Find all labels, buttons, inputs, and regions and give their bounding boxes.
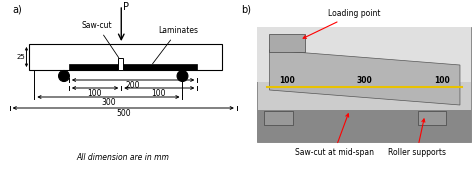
- Text: 200: 200: [126, 81, 140, 90]
- Text: Saw-cut: Saw-cut: [82, 21, 118, 58]
- Polygon shape: [269, 50, 460, 105]
- Text: 100: 100: [152, 89, 166, 98]
- Text: 300: 300: [101, 98, 116, 107]
- Text: P: P: [123, 2, 129, 12]
- Bar: [257, 27, 471, 82]
- Bar: [29, 44, 222, 70]
- Text: 100: 100: [87, 89, 102, 98]
- Text: Laminates: Laminates: [153, 26, 198, 64]
- Bar: [418, 111, 446, 125]
- Bar: [264, 111, 292, 125]
- Bar: [257, 110, 471, 142]
- Text: a): a): [13, 5, 22, 15]
- Text: 25: 25: [17, 54, 26, 60]
- Text: Roller supports: Roller supports: [388, 119, 446, 157]
- Text: 100: 100: [280, 76, 295, 85]
- Text: All dimension are in mm: All dimension are in mm: [77, 153, 170, 162]
- Text: 300: 300: [357, 76, 373, 85]
- Text: Saw-cut at mid-span: Saw-cut at mid-span: [294, 114, 374, 157]
- Text: b): b): [241, 5, 251, 15]
- Text: Loading point: Loading point: [303, 9, 381, 38]
- Circle shape: [59, 71, 69, 81]
- Bar: [257, 27, 471, 142]
- Text: 500: 500: [116, 109, 130, 118]
- Bar: [269, 34, 304, 52]
- Bar: [118, 58, 123, 70]
- Bar: [69, 64, 197, 70]
- Circle shape: [177, 71, 188, 81]
- Text: 100: 100: [434, 76, 450, 85]
